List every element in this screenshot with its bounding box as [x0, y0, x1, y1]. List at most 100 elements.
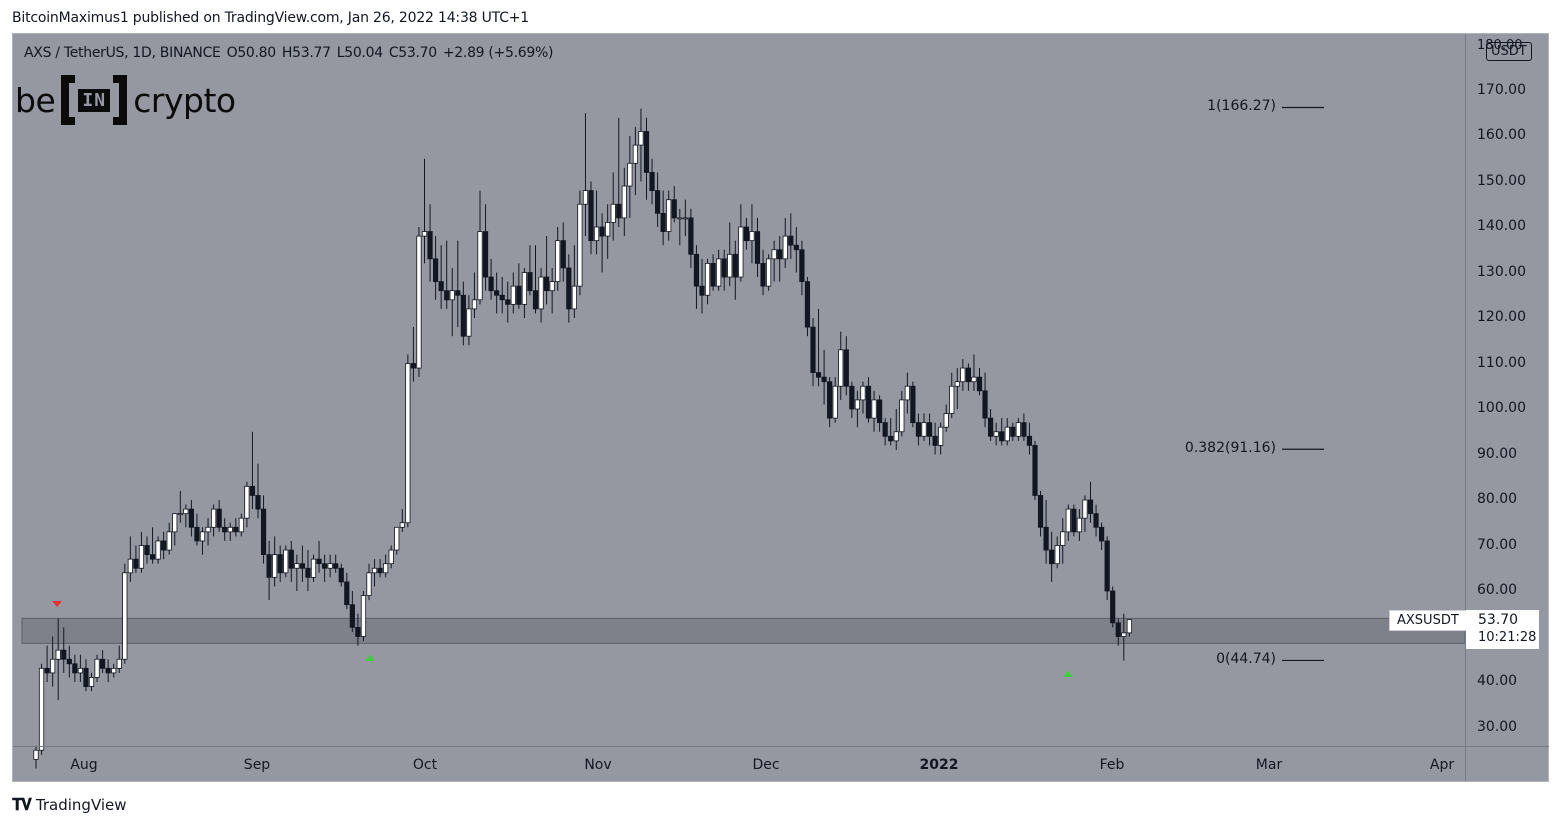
candle-body	[210, 508, 217, 528]
candle-body	[166, 531, 172, 551]
candle	[399, 509, 405, 532]
candle	[832, 377, 838, 423]
candle-body	[449, 290, 455, 301]
candle	[738, 204, 744, 282]
candle-body	[305, 567, 311, 578]
tradingview-footer[interactable]: 𝐓𝐕 TradingView	[12, 795, 127, 815]
candle	[749, 204, 755, 264]
candle-body	[577, 203, 583, 287]
candle	[50, 636, 56, 687]
candle	[383, 554, 389, 578]
y-tick-label: 30.00	[1477, 718, 1518, 735]
candle-body	[1110, 590, 1116, 624]
candle-body	[605, 222, 611, 237]
candle-body	[1049, 549, 1055, 565]
candle-body	[77, 667, 83, 674]
candle	[1076, 509, 1082, 541]
candle	[521, 267, 528, 318]
candle	[1093, 504, 1099, 537]
candle	[222, 518, 228, 541]
candle	[38, 663, 45, 755]
candle-body	[277, 554, 283, 574]
candle	[599, 213, 605, 273]
candle-body	[588, 190, 594, 242]
candle-body	[815, 372, 822, 378]
candle-body	[749, 231, 755, 242]
candle-body	[632, 144, 639, 164]
candle	[377, 559, 383, 578]
candlestick-chart[interactable]	[12, 33, 1549, 782]
y-tick-label: 40.00	[1477, 673, 1518, 689]
candle-body	[893, 431, 899, 442]
candle	[1015, 418, 1021, 441]
candle	[921, 413, 927, 441]
currency-button[interactable]: USDT	[1486, 42, 1532, 61]
candle	[804, 277, 811, 337]
candle-body	[832, 385, 838, 419]
candle	[677, 208, 683, 246]
candle	[1082, 495, 1088, 532]
candle	[100, 650, 106, 673]
candle	[371, 559, 378, 587]
fib-level-label: 1(166.27)	[1207, 98, 1276, 115]
candle	[1004, 418, 1010, 446]
candle	[355, 613, 361, 646]
candle-body	[482, 231, 489, 278]
candle-body	[222, 526, 228, 533]
candle	[999, 418, 1005, 446]
candle-body	[616, 203, 622, 219]
candle	[843, 336, 849, 396]
candle-body	[494, 290, 500, 296]
candle-body	[1060, 531, 1066, 546]
candle-body	[127, 558, 133, 574]
candle-body	[233, 526, 239, 533]
candle	[854, 390, 861, 428]
symbol-pair[interactable]: AXS / TetherUS, 1D, BINANCE	[24, 45, 221, 61]
candle-body	[94, 658, 100, 678]
candle	[116, 645, 122, 673]
candle-body	[877, 399, 883, 424]
candle-body	[72, 663, 78, 674]
candle	[588, 181, 594, 255]
candle-body	[555, 240, 561, 282]
candle-body	[1032, 444, 1038, 496]
candle-body	[122, 572, 128, 660]
candle	[793, 227, 799, 273]
candle-body	[460, 294, 466, 337]
candle-body	[61, 649, 67, 660]
candle	[33, 745, 39, 769]
candle-body	[882, 422, 888, 437]
candle-body	[766, 258, 772, 287]
candle-body	[388, 549, 394, 565]
candle	[1026, 422, 1033, 455]
candle	[94, 654, 100, 682]
candle	[549, 267, 555, 314]
candle	[610, 172, 616, 241]
candle	[455, 240, 461, 328]
candle	[716, 249, 722, 291]
candle-body	[149, 554, 156, 560]
candle-body	[55, 649, 61, 660]
candle-body	[1121, 632, 1127, 637]
candle-body	[771, 249, 777, 260]
candle-body	[521, 272, 528, 305]
candle	[988, 409, 994, 441]
tradingview-logo-icon: 𝐓𝐕	[12, 795, 32, 814]
candle	[893, 409, 899, 450]
candle-body	[827, 381, 833, 419]
candle-body	[421, 231, 428, 237]
candle	[827, 377, 833, 428]
candle-body	[593, 226, 600, 242]
candle-body	[926, 422, 933, 437]
candle-body	[532, 290, 539, 310]
candle	[1043, 500, 1049, 564]
candle	[482, 204, 489, 291]
chart-pane[interactable]	[12, 33, 1549, 782]
fib-lines	[1282, 106, 1324, 662]
candle	[810, 318, 816, 387]
y-tick-label: 120.00	[1477, 309, 1526, 325]
candle	[943, 404, 949, 432]
candle-body	[427, 231, 433, 260]
candle-body	[655, 190, 661, 214]
candles	[33, 108, 1132, 769]
